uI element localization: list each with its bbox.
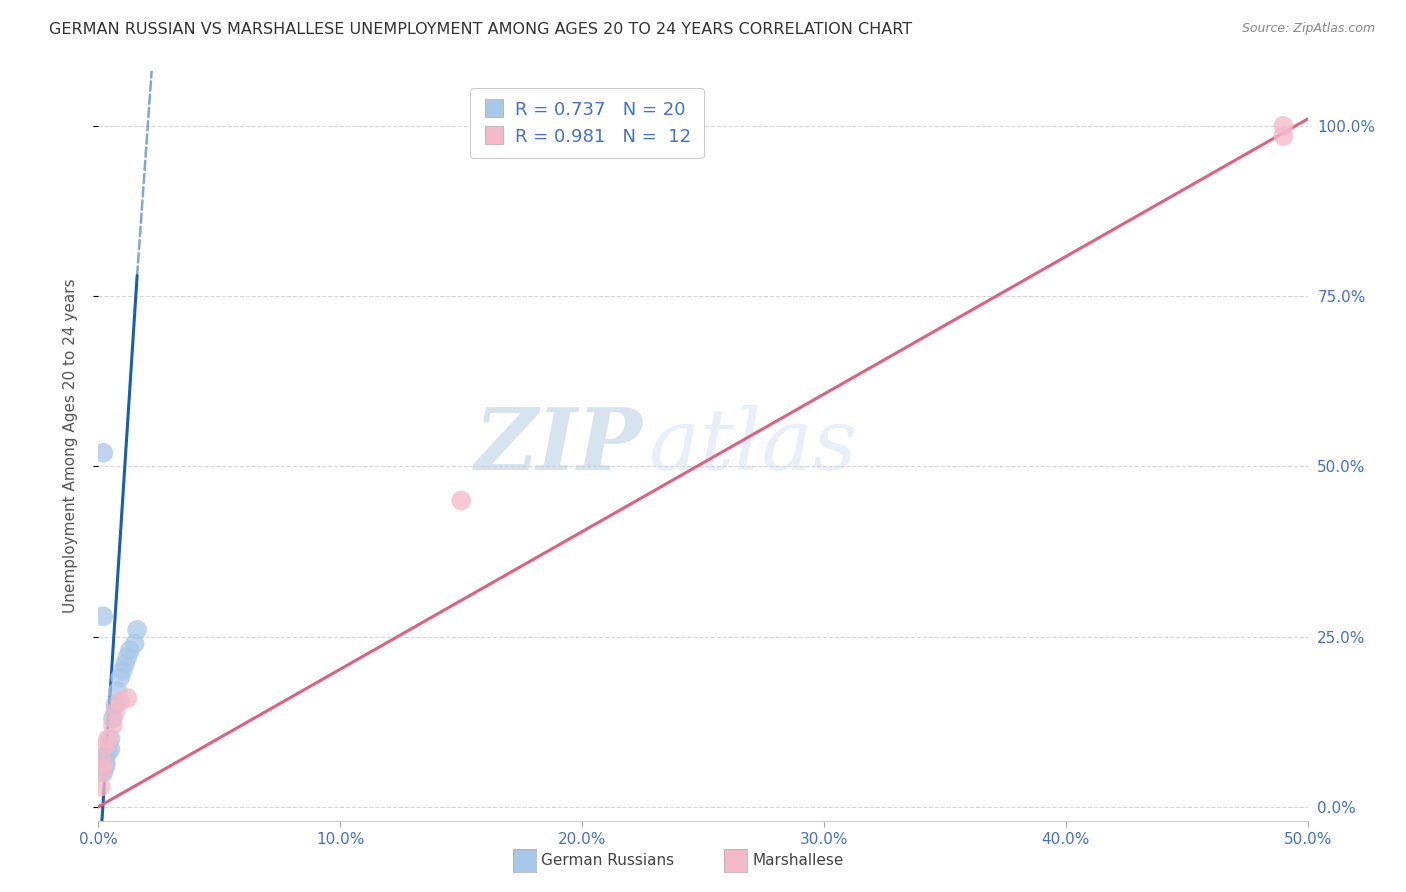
Point xyxy=(91,763,114,777)
Point xyxy=(1272,129,1295,144)
Point xyxy=(124,636,146,650)
Point xyxy=(94,739,117,753)
Point xyxy=(111,664,134,678)
Point xyxy=(91,763,114,777)
Point xyxy=(107,684,129,698)
Point xyxy=(118,643,141,657)
Point xyxy=(94,759,117,773)
Point xyxy=(94,748,117,763)
Point xyxy=(97,731,120,746)
Point xyxy=(114,657,136,671)
Point xyxy=(101,718,124,732)
Point xyxy=(104,698,127,712)
Point xyxy=(117,650,139,665)
Text: Source: ZipAtlas.com: Source: ZipAtlas.com xyxy=(1241,22,1375,36)
Text: ZIP: ZIP xyxy=(475,404,643,488)
Text: Marshallese: Marshallese xyxy=(752,854,844,868)
Point xyxy=(94,756,117,770)
Text: GERMAN RUSSIAN VS MARSHALLESE UNEMPLOYMENT AMONG AGES 20 TO 24 YEARS CORRELATION: GERMAN RUSSIAN VS MARSHALLESE UNEMPLOYME… xyxy=(49,22,912,37)
Y-axis label: Unemployment Among Ages 20 to 24 years: Unemployment Among Ages 20 to 24 years xyxy=(63,278,77,614)
Point xyxy=(104,705,127,719)
Point xyxy=(108,671,131,685)
Point xyxy=(91,756,114,770)
Point xyxy=(127,623,149,637)
Point xyxy=(117,691,139,706)
Point xyxy=(1272,119,1295,133)
Point xyxy=(101,711,124,725)
Legend: R = 0.737   N = 20, R = 0.981   N =  12: R = 0.737 N = 20, R = 0.981 N = 12 xyxy=(470,88,704,158)
Point xyxy=(91,766,114,780)
Point xyxy=(90,780,112,794)
Point xyxy=(91,446,114,460)
Point xyxy=(91,609,114,624)
Point xyxy=(100,731,122,746)
Point xyxy=(108,694,131,708)
Text: German Russians: German Russians xyxy=(541,854,675,868)
Point xyxy=(97,746,120,760)
Point xyxy=(100,742,122,756)
Point xyxy=(450,493,472,508)
Text: atlas: atlas xyxy=(648,405,858,487)
